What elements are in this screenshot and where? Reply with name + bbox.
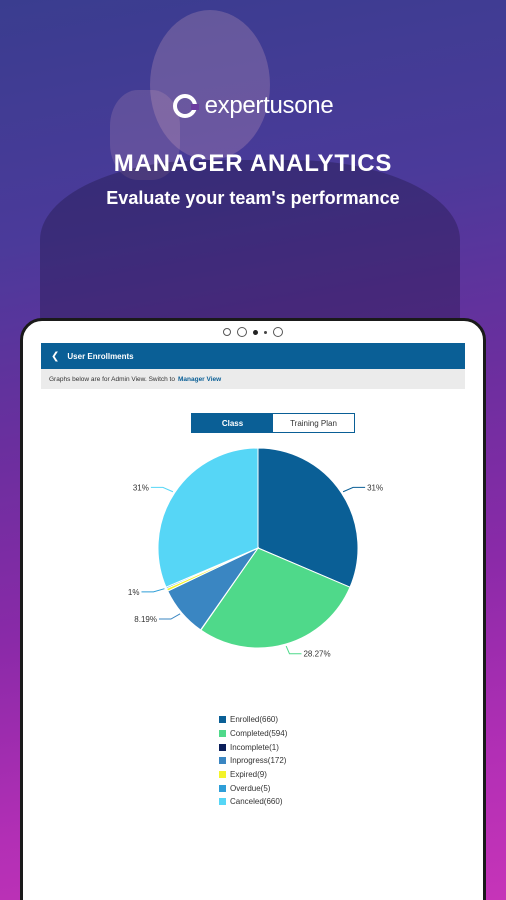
legend-swatch [219,798,226,806]
tablet-frame: ❮ User Enrollments Graphs below are for … [20,318,486,900]
legend-item[interactable]: Enrolled(660) [219,713,287,727]
view-info-bar: Graphs below are for Admin View. Switch … [41,369,465,389]
pie-leader-line [158,613,181,620]
background-hand [110,90,180,180]
legend-swatch [219,757,226,765]
legend-label: Incomplete(1) [230,742,279,752]
background-shoulders [40,160,460,330]
legend-label: Completed(594) [230,729,288,739]
pie-leader-line [342,486,366,493]
pie-slice[interactable] [257,447,359,588]
enrollment-pie-chart: 31% 28.27% 8.19% 1% 31% [128,447,383,659]
camera-lens-icon [273,327,283,337]
pie-slice[interactable] [200,547,351,649]
legend-swatch [219,730,226,738]
legend-item[interactable]: Incomplete(1) [219,740,287,754]
promo-subheadline: Evaluate your team's performance [106,188,400,208]
back-arrow-icon[interactable]: ❮ [51,350,60,362]
logo-text: expertusone [204,92,334,119]
chart-legend: Enrolled(660) Completed(594) Incomplete(1)… [219,713,287,809]
legend-swatch [219,716,226,724]
legend-label: Canceled(660) [230,797,283,807]
legend-item[interactable]: Canceled(660) [219,795,287,809]
legend-item[interactable]: Expired(9) [219,768,287,782]
app-header: ❮ User Enrollments [41,343,465,369]
chart-type-toggle: Class Training Plan [191,413,355,433]
page-title: User Enrollments [67,351,134,361]
info-text: Graphs below are for Admin View. Switch … [49,375,175,383]
pie-percent-label: 28.27% [303,650,330,659]
camera-dot-icon [253,329,258,335]
pie-leader-line [141,588,165,593]
brand-logo: expertusone [0,92,506,120]
pie-percent-label: 31% [133,483,149,492]
tablet-camera-bar [23,321,483,343]
pie-percent-label: 1% [128,588,140,597]
legend-label: Enrolled(660) [230,715,279,725]
pie-leader-line [150,486,174,493]
camera-small-dot-icon [264,330,267,334]
legend-swatch [219,743,226,751]
pie-percent-label: 31% [367,483,383,492]
logo-icon [172,94,199,118]
camera-sensor-icon [223,328,231,336]
tab-class[interactable]: Class [192,414,273,432]
legend-label: Inprogress(172) [230,756,287,766]
tab-training-plan[interactable]: Training Plan [273,414,354,432]
legend-label: Overdue(5) [230,783,271,793]
legend-swatch [219,771,226,779]
pie-leader-line [285,645,302,655]
legend-item[interactable]: Inprogress(172) [219,754,287,768]
legend-swatch [219,784,226,792]
pie-slice[interactable] [157,447,259,588]
manager-view-link[interactable]: Manager View [177,375,222,383]
background-face [150,10,270,160]
hero-background [0,0,506,330]
pie-percent-label: 8.19% [134,615,157,624]
legend-item[interactable]: Completed(594) [219,727,287,741]
legend-label: Expired(9) [230,770,267,780]
camera-lens-icon [237,327,247,337]
promo-headline: MANAGER ANALYTICS [113,150,393,177]
app-screen: ❮ User Enrollments Graphs below are for … [41,343,465,900]
legend-item[interactable]: Overdue(5) [219,781,287,795]
